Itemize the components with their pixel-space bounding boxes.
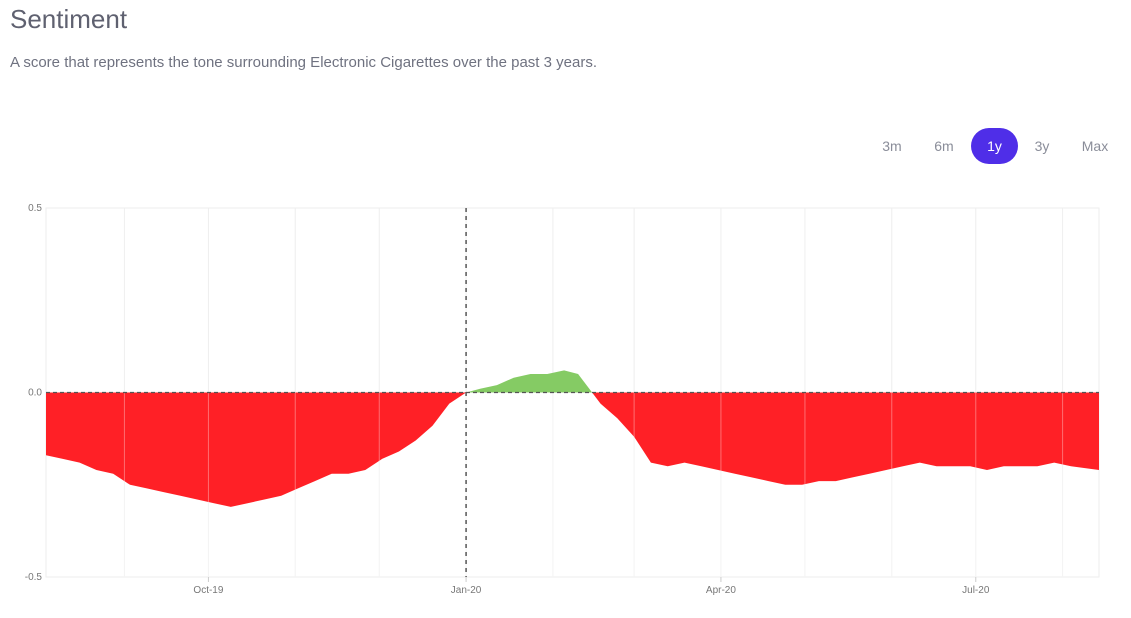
y-tick-label: 0.0 (28, 388, 42, 399)
x-tick-label: Oct-19 (193, 585, 223, 596)
negative-sentiment-area (46, 392, 467, 507)
x-tick-label: Jul-20 (962, 585, 990, 596)
page-title: Sentiment (10, 4, 128, 34)
chart-areas (46, 370, 1099, 507)
page-subtitle: A score that represents the tone surroun… (10, 54, 597, 71)
x-tick-label: Jan-20 (451, 585, 482, 596)
range-button-3m[interactable]: 3m (882, 138, 902, 154)
range-button-1y[interactable]: 1y (971, 128, 1018, 164)
y-tick-label: 0.5 (28, 203, 42, 214)
y-tick-label: -0.5 (25, 572, 43, 583)
range-button-6m[interactable]: 6m (934, 138, 954, 154)
chart-ticks: 0.5 0.0 -0.5 Oct-19 Jan-20 Apr-20 Jul-20 (25, 203, 990, 596)
x-tick-label: Apr-20 (706, 585, 736, 596)
positive-sentiment-area (466, 370, 593, 393)
chart-overlay (46, 208, 1099, 577)
range-button-max[interactable]: Max (1081, 138, 1109, 154)
range-button-3y[interactable]: 3y (1034, 138, 1050, 154)
negative-sentiment-area (592, 392, 1099, 485)
